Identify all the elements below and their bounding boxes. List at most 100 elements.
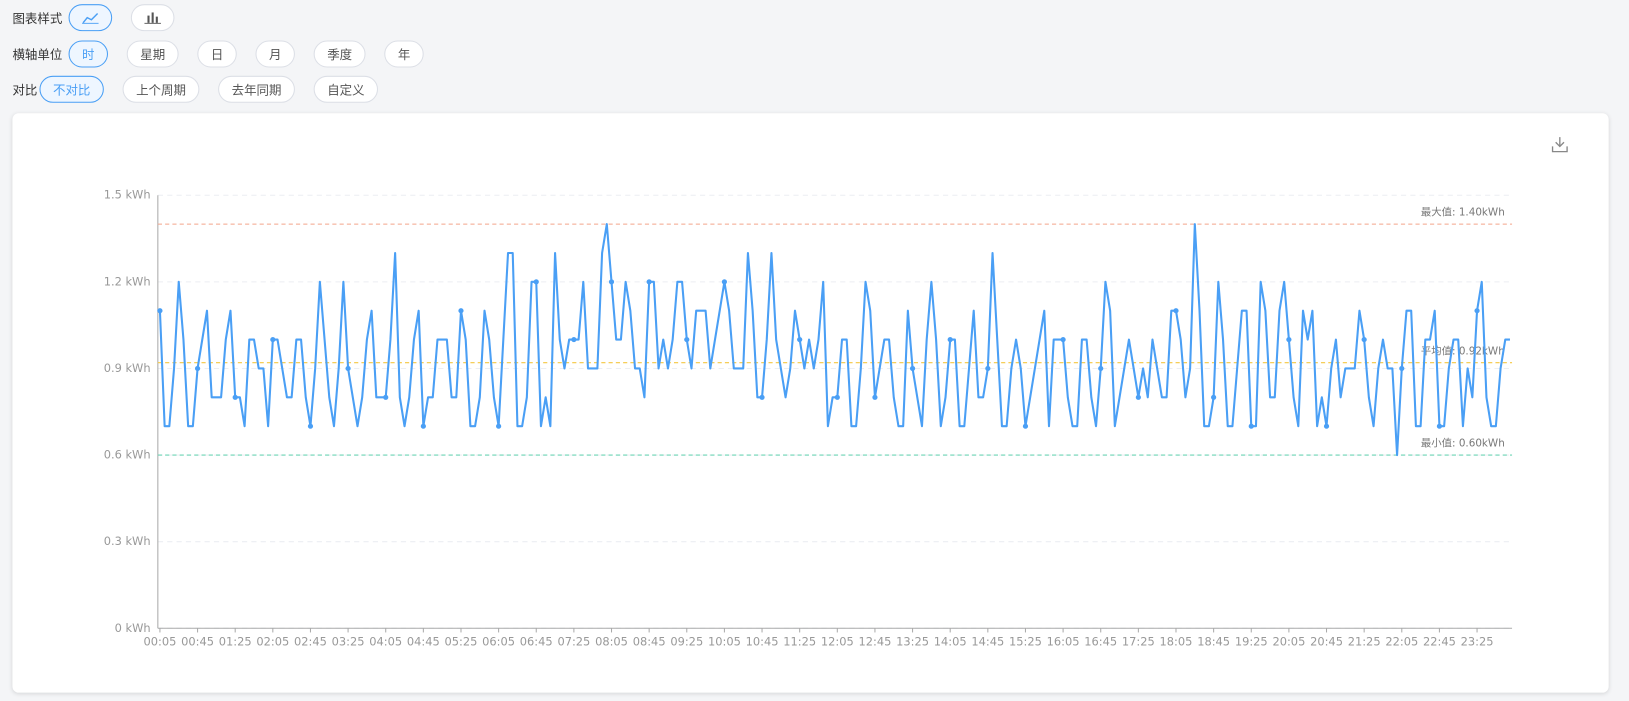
line-style-button[interactable]	[68, 4, 113, 32]
data-point	[571, 336, 577, 343]
data-point	[1286, 336, 1292, 343]
y-tick-label: 1.2 kWh	[104, 274, 151, 288]
x-unit-row: 横轴单位 时星期日月季度年	[12, 39, 442, 68]
data-point	[533, 279, 539, 285]
x-tick-label: 16:05	[1047, 634, 1080, 648]
data-point	[157, 308, 163, 314]
data-point	[232, 394, 238, 400]
data-point	[307, 423, 314, 429]
x-tick-label: 20:05	[1272, 634, 1305, 648]
data-point	[1399, 365, 1405, 372]
y-tick-label: 0.3 kWh	[104, 534, 151, 548]
chart-style-row: 图表样式	[12, 3, 193, 32]
x-tick-label: 01:25	[219, 634, 252, 648]
line-icon	[82, 12, 99, 24]
x-tick-label: 00:45	[181, 634, 214, 648]
x-tick-label: 04:45	[407, 634, 440, 648]
x-tick-label: 05:25	[445, 634, 478, 648]
x-tick-label: 21:25	[1348, 634, 1381, 648]
x-tick-label: 22:45	[1423, 634, 1456, 648]
x-tick-label: 16:45	[1084, 634, 1117, 648]
data-point	[458, 308, 464, 314]
x-tick-label: 19:25	[1235, 634, 1268, 648]
data-point	[383, 394, 389, 400]
x-tick-label: 18:45	[1197, 634, 1230, 648]
data-point	[194, 365, 201, 372]
data-point	[797, 336, 803, 343]
option-button[interactable]: 日	[197, 40, 237, 68]
compare-row: 对比 不对比 上个周期 去年同期 自定义	[12, 75, 396, 104]
data-point	[909, 365, 916, 372]
x-tick-label: 20:45	[1310, 634, 1343, 648]
mark-line-label: 最小值: 0.60kWh	[1421, 437, 1505, 450]
option-button[interactable]: 时	[68, 40, 109, 68]
data-point	[1248, 423, 1254, 429]
row-label: 对比	[12, 82, 38, 98]
data-point	[684, 336, 690, 343]
option-button[interactable]: 年	[384, 40, 424, 68]
bar-style-button[interactable]	[130, 4, 175, 32]
x-tick-label: 14:05	[934, 634, 967, 648]
data-point	[947, 336, 953, 343]
option-button[interactable]: 去年同期	[218, 75, 295, 103]
option-button[interactable]: 自定义	[313, 75, 379, 103]
data-point	[420, 423, 426, 429]
y-tick-label: 1.5 kWh	[104, 188, 151, 202]
option-button[interactable]: 月	[255, 40, 296, 68]
x-tick-label: 10:05	[708, 634, 741, 648]
option-button[interactable]: 季度	[313, 40, 366, 68]
data-point	[270, 336, 276, 343]
x-tick-label: 08:05	[595, 634, 628, 648]
option-button[interactable]: 不对比	[39, 75, 104, 103]
option-button[interactable]: 星期	[126, 40, 179, 68]
data-point	[872, 394, 878, 400]
mark-line-label: 平均值: 0.92kWh	[1421, 344, 1505, 357]
x-tick-label: 07:25	[557, 634, 590, 648]
data-point	[608, 279, 615, 285]
data-point	[1098, 365, 1104, 372]
x-tick-label: 03:25	[332, 634, 365, 648]
chart-card	[12, 113, 1609, 693]
data-point	[345, 365, 351, 372]
data-point	[1211, 394, 1217, 400]
x-tick-label: 22:05	[1385, 634, 1418, 648]
data-point	[1135, 394, 1141, 400]
x-tick-label: 12:05	[821, 634, 854, 648]
download-button[interactable]	[1551, 136, 1569, 153]
data-point	[1474, 308, 1480, 314]
data-point	[985, 365, 991, 372]
x-tick-label: 14:45	[971, 634, 1004, 648]
x-tick-label: 13:25	[896, 634, 929, 648]
data-point	[1022, 423, 1029, 429]
data-point	[721, 279, 728, 285]
y-tick-label: 0.6 kWh	[104, 448, 151, 462]
data-point	[759, 394, 765, 400]
data-point	[1436, 423, 1443, 429]
data-point	[1323, 423, 1330, 429]
x-tick-label: 06:45	[520, 634, 553, 648]
x-tick-label: 11:25	[783, 634, 816, 648]
x-tick-label: 02:45	[294, 634, 327, 648]
y-tick-label: 0.9 kWh	[104, 361, 151, 375]
x-tick-label: 10:45	[746, 634, 779, 648]
data-point	[1173, 308, 1179, 314]
x-tick-label: 23:25	[1461, 634, 1494, 648]
data-point	[1060, 336, 1066, 343]
data-point	[646, 279, 652, 285]
data-point	[496, 423, 502, 429]
x-tick-label: 02:05	[256, 634, 289, 648]
data-line	[158, 223, 1510, 457]
x-tick-label: 00:05	[143, 634, 176, 648]
mark-line-label: 最大值: 1.40kWh	[1421, 206, 1505, 219]
row-label: 横轴单位	[12, 47, 63, 62]
bar-icon	[144, 12, 161, 24]
x-tick-label: 06:05	[482, 634, 515, 648]
x-tick-label: 08:45	[633, 634, 666, 648]
x-tick-label: 18:05	[1160, 634, 1193, 648]
data-point	[834, 394, 840, 400]
option-button[interactable]: 上个周期	[122, 75, 200, 103]
y-tick-label: 0 kWh	[115, 621, 151, 635]
